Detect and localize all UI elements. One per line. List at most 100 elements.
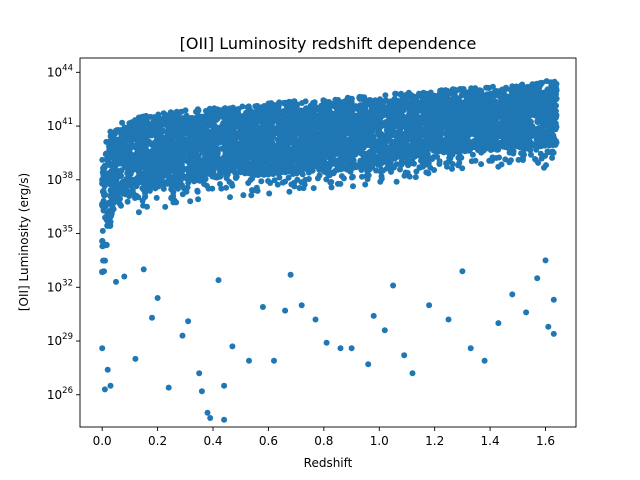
data-point bbox=[248, 192, 255, 199]
data-point bbox=[383, 159, 391, 167]
data-point bbox=[436, 107, 443, 115]
data-point bbox=[511, 84, 518, 91]
data-point bbox=[144, 182, 152, 189]
data-point bbox=[185, 175, 192, 183]
data-point bbox=[284, 144, 292, 151]
data-point bbox=[288, 127, 295, 134]
data-point bbox=[303, 108, 311, 116]
data-point bbox=[249, 166, 256, 173]
data-point bbox=[483, 84, 490, 91]
data-point bbox=[379, 106, 386, 114]
data-point bbox=[546, 101, 553, 108]
data-point bbox=[226, 112, 234, 119]
data-point bbox=[270, 151, 277, 158]
data-point bbox=[285, 100, 292, 107]
data-point bbox=[320, 132, 328, 139]
data-point bbox=[152, 183, 159, 190]
data-point bbox=[195, 196, 202, 203]
data-point bbox=[229, 107, 235, 114]
data-point bbox=[288, 181, 295, 188]
data-point bbox=[266, 190, 273, 197]
data-point bbox=[204, 129, 211, 137]
data-point bbox=[459, 165, 466, 172]
data-point bbox=[358, 95, 365, 102]
data-point bbox=[252, 103, 259, 110]
data-point bbox=[533, 88, 541, 95]
data-point bbox=[124, 156, 132, 163]
data-point bbox=[486, 157, 493, 164]
data-point bbox=[398, 161, 405, 168]
data-point bbox=[194, 188, 201, 195]
data-point bbox=[427, 164, 434, 171]
data-point bbox=[426, 120, 434, 128]
data-point bbox=[478, 161, 485, 168]
data-point bbox=[294, 106, 301, 113]
data-point bbox=[391, 131, 398, 138]
data-point bbox=[364, 122, 372, 129]
data-point bbox=[404, 104, 412, 111]
data-point bbox=[458, 154, 465, 161]
data-point bbox=[543, 78, 550, 85]
data-point bbox=[438, 129, 445, 136]
data-point bbox=[194, 108, 201, 115]
data-point bbox=[484, 110, 492, 118]
data-point bbox=[238, 154, 245, 162]
data-point bbox=[328, 184, 335, 191]
data-point bbox=[243, 119, 250, 127]
data-point bbox=[162, 203, 169, 210]
data-point bbox=[425, 170, 432, 177]
data-point bbox=[227, 194, 233, 201]
data-point bbox=[205, 169, 212, 176]
data-point bbox=[294, 176, 301, 183]
data-point bbox=[448, 115, 455, 123]
data-point bbox=[366, 115, 373, 122]
data-point bbox=[254, 124, 261, 131]
data-point bbox=[309, 150, 316, 158]
data-point bbox=[299, 160, 306, 167]
data-point bbox=[280, 139, 287, 147]
data-point bbox=[315, 152, 322, 160]
data-point bbox=[524, 137, 531, 144]
data-point bbox=[214, 114, 221, 122]
data-point bbox=[525, 101, 532, 109]
data-point bbox=[515, 156, 522, 163]
data-point bbox=[368, 106, 376, 113]
data-point bbox=[377, 178, 384, 185]
data-point bbox=[229, 182, 236, 189]
data-point bbox=[440, 119, 447, 127]
data-point bbox=[496, 154, 503, 161]
data-point bbox=[530, 142, 537, 149]
data-point bbox=[332, 143, 339, 150]
data-point bbox=[444, 163, 450, 170]
data-point bbox=[99, 237, 106, 245]
data-point bbox=[349, 173, 356, 180]
data-point bbox=[163, 164, 170, 171]
data-point bbox=[492, 144, 499, 152]
data-point bbox=[524, 91, 531, 98]
data-point bbox=[290, 98, 297, 105]
data-point bbox=[187, 198, 194, 205]
data-point bbox=[507, 157, 514, 164]
data-point bbox=[296, 128, 303, 135]
data-point bbox=[158, 128, 165, 135]
data-point bbox=[269, 110, 276, 118]
data-point bbox=[311, 99, 318, 106]
data-point bbox=[532, 156, 539, 163]
data-point bbox=[210, 132, 218, 140]
data-point bbox=[100, 257, 107, 264]
data-point bbox=[411, 111, 418, 119]
data-point bbox=[421, 97, 428, 105]
data-point bbox=[469, 138, 477, 146]
data-point bbox=[518, 150, 525, 157]
data-point bbox=[393, 178, 400, 185]
data-point bbox=[547, 86, 555, 93]
data-point bbox=[498, 133, 505, 140]
data-point bbox=[372, 97, 379, 104]
data-point bbox=[425, 158, 432, 165]
data-point bbox=[406, 111, 412, 118]
data-point bbox=[151, 124, 158, 131]
data-point bbox=[488, 90, 495, 98]
data-point bbox=[103, 214, 110, 221]
data-point bbox=[383, 154, 390, 161]
